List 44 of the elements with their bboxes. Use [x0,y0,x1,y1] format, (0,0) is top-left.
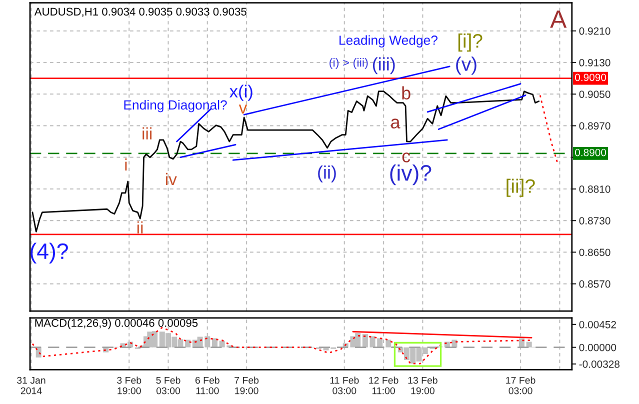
chart-title: MACD(12,26,9) 0.00046 0.00095 [35,318,198,330]
annotation: (i) > (iii) [330,58,368,70]
annotation: iii [142,127,152,140]
annotation: b [402,86,410,100]
x-tick-label: 13 Feb 19:00 [408,376,438,394]
annotation: (v) [456,56,476,75]
x-tick-label: 17 Feb 03:00 [506,376,536,394]
annotation: iv [166,172,177,185]
ref-line-label: 0.8900 [575,148,606,156]
annotation: i [125,158,127,171]
x-tick-label: 12 Feb 11:00 [369,376,398,394]
annotation: [ii]? [506,178,535,197]
x-tick-label: 6 Feb 11:00 [195,376,220,394]
annotation: Ending Diagonal? [124,100,227,112]
annotation: A [550,10,567,28]
y-tick-label: 0.00000 [579,344,616,352]
x-tick-label: 7 Feb 19:00 [234,376,259,394]
x-tick-label: 11 Feb 03:00 [330,376,359,394]
annotation: [i]? [458,34,482,52]
annotation: v [238,104,248,114]
y-tick-label: 0.8810 [579,185,610,193]
annotation: x(i) [230,84,252,101]
annotation: c [402,152,410,162]
x-tick-label: 3 Feb 19:00 [117,376,142,394]
y-tick-label: 0.9210 [579,27,610,35]
annotation: (iv)? [390,164,432,186]
y-tick-label: 0.9130 [579,59,610,66]
annotation: (iii) [372,57,395,74]
y-tick-label: 0.8730 [579,217,610,224]
y-tick-label: -0.00328 [579,360,620,368]
ref-line-label: 0.9090 [575,74,606,82]
y-tick-label: 0.9050 [579,90,610,98]
chart-title: AUDUSD,H1 0.9034 0.9035 0.9033 0.9035 [34,8,246,17]
y-tick-label: 0.8570 [579,280,610,288]
annotation: ii [137,221,143,234]
x-tick-label: 5 Feb 03:00 [156,376,180,394]
x-tick-label: 31 Jan 2014 [17,376,46,394]
annotation: (4)? [30,242,68,264]
y-tick-label: 0.8970 [579,122,610,130]
annotation: Leading Wedge? [340,35,438,48]
annotation: a [391,118,400,129]
y-tick-label: 0.8650 [579,248,610,256]
y-tick-label: 0.00452 [579,320,616,328]
annotation: (ii) [318,165,336,182]
